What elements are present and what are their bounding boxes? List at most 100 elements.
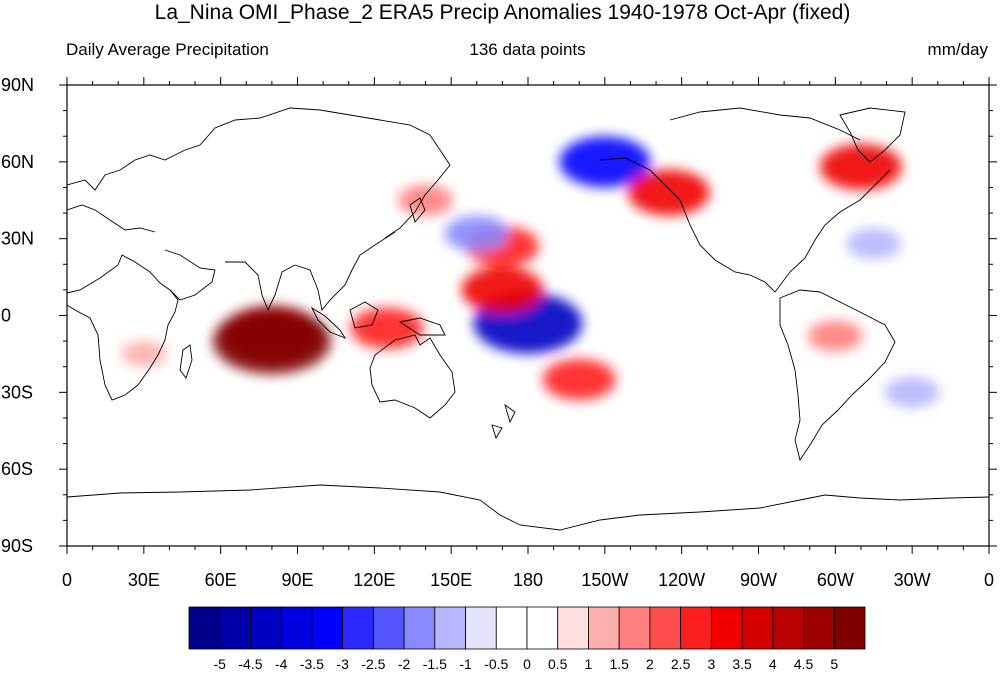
greenland-coastline xyxy=(839,107,906,163)
colorbar-label-13: 1.5 xyxy=(609,656,629,672)
colorbar-label-4: -3 xyxy=(336,656,349,672)
lat-label-0: 90N xyxy=(1,75,34,95)
units-label: mm/day xyxy=(927,40,988,59)
lon-label-6: 180 xyxy=(513,570,543,590)
colorbar-label-6: -2 xyxy=(398,656,411,672)
anomaly-blob-13 xyxy=(884,376,940,408)
lon-label-9: 90W xyxy=(740,570,777,590)
anomaly-blob-1 xyxy=(212,308,331,375)
lon-label-11: 30W xyxy=(894,570,931,590)
anomaly-blob-10 xyxy=(542,359,616,401)
colorbar-label-1: -4.5 xyxy=(238,656,262,672)
new-guinea-coastline xyxy=(398,317,446,336)
lat-label-4: 30S xyxy=(1,382,33,402)
lon-label-1: 30E xyxy=(128,570,160,590)
colorbar-label-17: 3.5 xyxy=(732,656,752,672)
lon-label-4: 120E xyxy=(353,570,395,590)
colorbar-label-14: 2 xyxy=(646,656,654,672)
colorbar-swatch-7 xyxy=(403,606,436,650)
colorbar-swatch-17 xyxy=(710,606,743,650)
colorbar-labels: -5 -4.5 -4 -3.5 -3 -2.5 -2 -1.5 -1 -0.5 0 0.5 1 1.5 2 2… xyxy=(214,656,839,672)
left-subtitle: Daily Average Precipitation xyxy=(66,40,269,59)
colorbar-label-2: -4 xyxy=(275,656,288,672)
lon-label-7: 150W xyxy=(581,570,628,590)
lon-label-8: 120W xyxy=(658,570,705,590)
colorbar-swatch-13 xyxy=(588,606,620,650)
lat-label-5: 60S xyxy=(1,459,33,479)
canada-coastline xyxy=(669,107,861,141)
colorbar-swatch-4 xyxy=(311,606,344,650)
anomaly-blob-6 xyxy=(398,184,454,216)
lat-label-6: 90S xyxy=(1,536,33,556)
lon-label-2: 60E xyxy=(205,570,237,590)
new-zealand-coastline xyxy=(491,403,516,440)
colorbar-label-8: -1 xyxy=(459,656,472,672)
anomaly-field xyxy=(120,136,940,408)
colorbar-swatch-5 xyxy=(342,606,374,650)
antarctica-coastline xyxy=(67,484,989,531)
colorbar-label-20: 5 xyxy=(830,656,838,672)
lat-label-2: 30N xyxy=(1,229,34,249)
anomaly-blob-4 xyxy=(461,266,544,313)
center-subtitle: 136 data points xyxy=(469,40,586,59)
europe-coastline xyxy=(67,204,156,233)
japan-coastline xyxy=(409,197,426,223)
madagascar-coastline xyxy=(179,344,193,379)
colorbar-swatch-2 xyxy=(250,606,282,650)
sumatra-coastline xyxy=(310,306,347,339)
lon-label-12: 0 xyxy=(984,570,994,590)
anomaly-blob-5 xyxy=(350,307,424,349)
north-america-coastline xyxy=(599,157,891,293)
colorbar-swatch-9 xyxy=(465,606,497,650)
colorbar-label-5: -2.5 xyxy=(361,656,385,672)
lon-label-10: 60W xyxy=(817,570,854,590)
se-asia-coastline xyxy=(294,231,396,312)
latitude-labels: 90N 60N 30N 0 30S 60S 90S xyxy=(1,75,34,556)
colorbar-label-9: -0.5 xyxy=(484,656,508,672)
colorbar-swatch-3 xyxy=(280,606,313,650)
colorbar-swatch-21 xyxy=(833,606,866,650)
colorbar-swatch-8 xyxy=(434,606,466,650)
coastlines xyxy=(67,107,989,531)
anomaly-blob-8 xyxy=(559,136,651,188)
colorbar-swatch-10 xyxy=(495,606,528,650)
colorbar-swatch-18 xyxy=(741,606,774,650)
lon-label-5: 150E xyxy=(430,570,472,590)
colorbar-label-11: 0.5 xyxy=(548,656,568,672)
colorbar-swatch-0 xyxy=(188,606,221,650)
anomaly-blob-15 xyxy=(819,143,902,190)
colorbar-swatch-20 xyxy=(803,606,835,650)
colorbar-swatch-6 xyxy=(372,606,405,650)
eurasia-coastline xyxy=(67,107,451,239)
anomaly-blob-14 xyxy=(120,340,167,367)
anomaly-blob-7 xyxy=(444,215,509,252)
colorbar-label-15: 2.5 xyxy=(671,656,691,672)
lat-label-3: 0 xyxy=(1,306,11,326)
india-coastline xyxy=(225,261,296,312)
colorbar-swatch-14 xyxy=(618,606,651,650)
arabia-coastline xyxy=(164,249,216,301)
lon-label-3: 90E xyxy=(281,570,313,590)
anomaly-blob-9 xyxy=(627,169,710,216)
colorbar-label-0: -5 xyxy=(214,656,227,672)
colorbar xyxy=(188,606,866,650)
colorbar-label-18: 4 xyxy=(769,656,777,672)
colorbar-swatch-19 xyxy=(772,606,804,650)
colorbar-swatch-11 xyxy=(526,606,559,650)
anomaly-blob-11 xyxy=(807,320,863,352)
colorbar-label-19: 4.5 xyxy=(794,656,814,672)
colorbar-swatch-1 xyxy=(219,606,251,650)
lon-label-0: 0 xyxy=(62,570,72,590)
colorbar-swatch-16 xyxy=(680,606,712,650)
longitude-labels: 0 30E 60E 90E 120E 150E 180 150W 120W 90W 60W 30W 0 xyxy=(62,570,994,590)
colorbar-label-3: -3.5 xyxy=(300,656,324,672)
colorbar-label-16: 3 xyxy=(707,656,715,672)
colorbar-label-12: 1 xyxy=(585,656,593,672)
colorbar-swatch-15 xyxy=(649,606,682,650)
colorbar-swatch-12 xyxy=(557,606,589,650)
australia-coastline xyxy=(369,334,456,419)
anomaly-blob-12 xyxy=(846,228,902,260)
plot-title: La_Nina OMI_Phase_2 ERA5 Precip Anomalie… xyxy=(154,1,851,24)
colorbar-label-7: -1.5 xyxy=(423,656,447,672)
